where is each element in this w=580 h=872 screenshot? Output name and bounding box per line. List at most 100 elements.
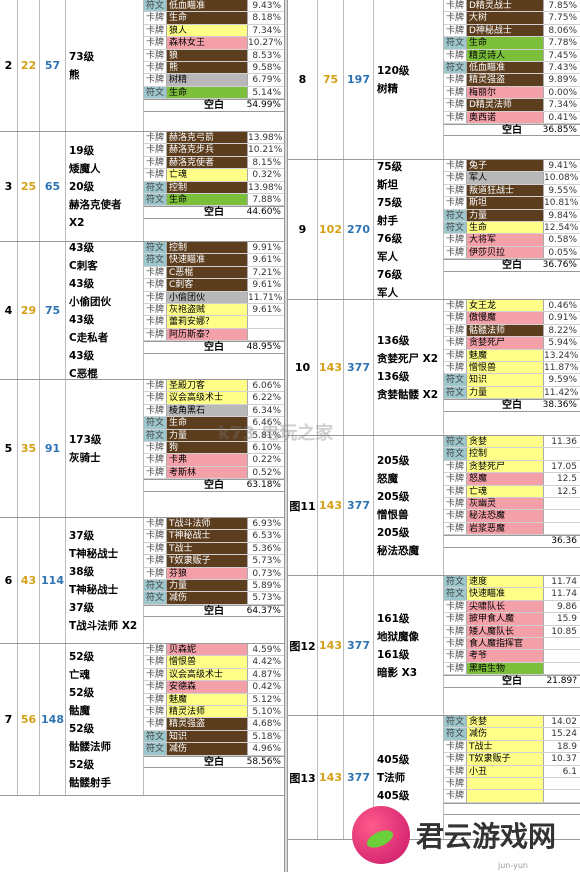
blank-row: 36.36	[444, 535, 580, 548]
item-percent: 5.36%	[252, 543, 281, 554]
drop-row: 卡牌 伊莎贝拉 0.05%	[444, 246, 580, 260]
item-name: 精灵强盗	[467, 74, 544, 86]
item-type: 符文	[144, 743, 167, 755]
item-type: 卡牌	[144, 169, 167, 181]
drop-row: 符文 低血瞄准 9.43%	[144, 0, 284, 13]
level-number: 7	[0, 644, 18, 795]
drop-row: 卡牌 D精灵战士 7.85%	[444, 0, 580, 13]
drop-row: 卡牌 灰袍盗贼 9.61%	[144, 303, 284, 317]
count-b: 114	[40, 518, 66, 643]
drop-rows: 卡牌 D精灵战士 7.85% 卡牌 大树 7.75% 卡牌 D神秘战士 8.06% 符文 生命 7.7…	[444, 0, 580, 137]
item-type: 卡牌	[444, 246, 467, 259]
count-a: 143	[318, 436, 344, 575]
count-a: 35	[18, 380, 40, 517]
item-type: 卡牌	[144, 328, 167, 341]
item-type: 卡牌	[444, 12, 467, 24]
item-type: 卡牌	[144, 668, 167, 681]
enemy-description: 161级 地狱魔像 161级 暗影 X3	[374, 576, 444, 715]
item-type: 卡牌	[444, 312, 467, 324]
item-type: 符文	[444, 448, 467, 460]
enemy-description: 43级 C刺客 43级 小偷团伙 43级 C走私者 43级 C恶棍	[66, 242, 144, 380]
item-percent: 5.14%	[252, 87, 281, 98]
drop-row: 符文 生命 7.78%	[444, 37, 580, 50]
item-name: 减伤	[167, 592, 248, 604]
item-type: 符文	[444, 588, 467, 600]
enemy-description: 73级 熊	[66, 0, 144, 131]
item-percent: 12.54%	[544, 222, 579, 233]
drop-row: 卡牌 兔子 9.41%	[444, 160, 580, 173]
item-percent	[544, 778, 580, 789]
drop-row: 符文 力量 9.84%	[444, 209, 580, 222]
item-percent: 0.22%	[252, 455, 281, 466]
item-name: 议会高级术士	[167, 392, 248, 404]
item-type: 符文	[144, 193, 167, 206]
count-a: 56	[18, 644, 40, 795]
item-percent: 0.41%	[548, 112, 577, 123]
item-percent: 9.59%	[548, 375, 577, 386]
drop-row: 卡牌 食人魔指挥官	[444, 637, 580, 651]
item-type: 符文	[444, 386, 467, 399]
drop-row: 卡牌 赫洛克使者 8.15%	[144, 156, 284, 170]
drop-row: 卡牌 奥西诺 0.41%	[444, 111, 580, 124]
item-percent: 5.89%	[252, 580, 281, 591]
count-a: 143	[318, 576, 344, 715]
item-type: 卡牌	[144, 279, 167, 291]
drop-row: 符文 低血瞄准 7.43%	[444, 61, 580, 75]
item-name: 斯坦	[467, 197, 544, 209]
item-percent: 9.41%	[548, 161, 577, 171]
brand-watermark: 君云游戏网 jun-yun	[352, 798, 580, 872]
item-name: 怒魔	[467, 473, 544, 485]
drop-row: 卡牌 大树 7.75%	[444, 12, 580, 25]
drop-row: 卡牌 斯坦 10.81%	[444, 197, 580, 210]
item-name: 亡魂	[467, 485, 544, 497]
drop-row: 卡牌 叛道狂战士 9.55%	[444, 184, 580, 198]
item-percent: 5.73%	[252, 556, 281, 567]
drop-row: 符文 力量 11.42%	[444, 386, 580, 400]
item-type: 卡牌	[144, 705, 167, 718]
count-a: 43	[18, 518, 40, 643]
drop-row: 卡牌 尖啸队长 9.86	[444, 600, 580, 614]
item-percent: 4.87%	[252, 669, 281, 680]
item-name: 尖啸队长	[467, 600, 544, 613]
item-percent: 10.08%	[544, 173, 579, 184]
drop-row: 卡牌 女王龙 0.46%	[444, 300, 580, 313]
item-type: 卡牌	[144, 144, 167, 156]
item-name	[467, 790, 544, 802]
drop-row: 符文 控制 9.91%	[144, 242, 284, 255]
item-percent	[544, 523, 580, 534]
item-percent: 5.73%	[252, 593, 281, 604]
drop-row: 卡牌 D神秘战士 8.06%	[444, 24, 580, 38]
drop-row: 符文 知识 9.59%	[444, 374, 580, 387]
item-name: 低血瞄准	[167, 0, 248, 12]
item-percent: 6.22%	[252, 393, 281, 404]
level-number: 2	[0, 0, 18, 131]
item-name: T神秘战士	[167, 530, 248, 542]
item-percent: 7.43%	[548, 62, 577, 73]
item-percent: 11.74	[551, 589, 577, 600]
drop-row: 卡牌 T奴隶贩子 10.37	[444, 753, 580, 766]
item-type: 卡牌	[144, 380, 167, 392]
item-percent: 4.42%	[252, 657, 281, 668]
item-name: 生命	[467, 221, 544, 234]
level-group: 7 56 148 52级 亡魂 52级 骷魔 52级 骷髅法师 52级 骷髅射手 卡牌贝…	[0, 644, 284, 796]
item-percent	[544, 448, 580, 459]
item-percent: 5.94%	[548, 338, 577, 349]
drop-row: 卡牌 精灵强盗 4.68%	[144, 718, 284, 731]
item-type: 卡牌	[444, 637, 467, 650]
item-percent: 7.21%	[252, 267, 281, 278]
level-group: 10 143 377 136级 贪婪死尸 X2 136级 贪婪骷髅 X2 卡牌 女王龙 0.…	[288, 300, 580, 436]
item-name: 快速瞄准	[467, 588, 544, 600]
item-type: 卡牌	[144, 404, 167, 417]
item-type: 符文	[144, 417, 167, 429]
item-type: 符文	[444, 221, 467, 234]
level-number: 图12	[288, 576, 318, 715]
item-type: 卡牌	[444, 86, 467, 99]
item-name: 议会高级术士	[167, 668, 248, 681]
item-name: 考爷	[467, 650, 544, 662]
drop-row: 符文 生命 12.54%	[444, 221, 580, 235]
item-type: 符文	[444, 716, 467, 728]
item-name: 控制	[467, 448, 544, 460]
right-table: 8 75 197 120级 树精 卡牌 D精灵战士 7.85% 卡牌 大树 7.75% 卡牌 D神秘战…	[288, 0, 580, 840]
item-type: 卡牌	[144, 441, 167, 454]
drop-row: 卡牌 憎恨兽 11.87%	[444, 361, 580, 375]
